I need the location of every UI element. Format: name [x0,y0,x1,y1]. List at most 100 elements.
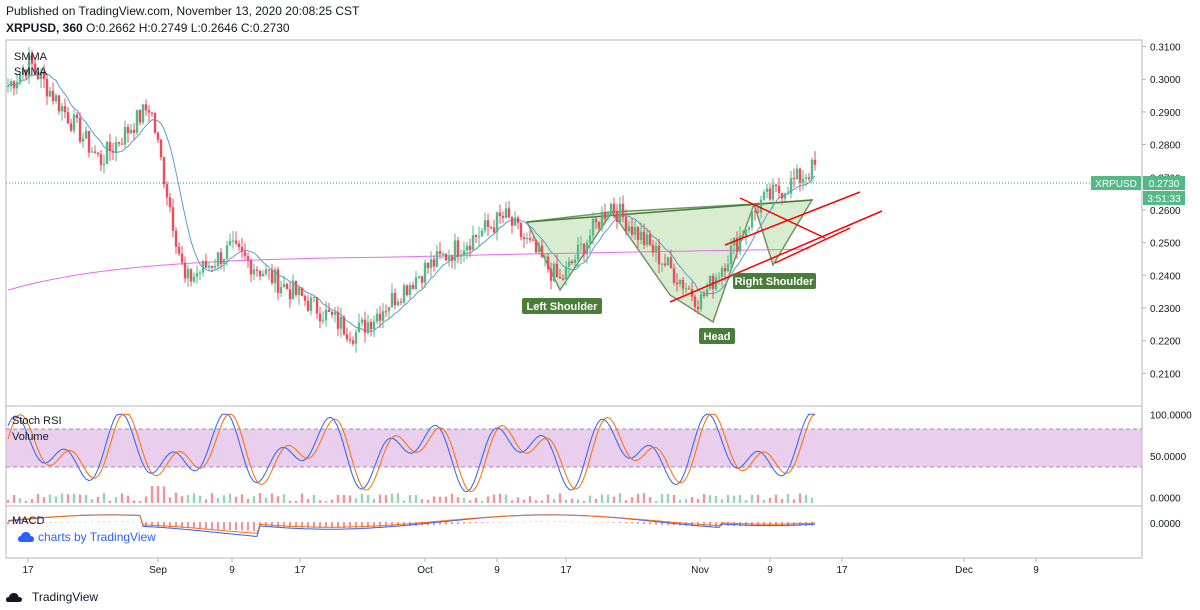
macd-hist-bar [169,522,171,528]
volume-bar [258,493,262,503]
candle-body [420,276,424,283]
candle-body [813,159,817,165]
volume-bar [288,500,292,503]
candle-body [645,234,649,245]
volume-bar [762,499,766,503]
macd-hist-bar [505,522,507,523]
time-axis[interactable]: 17 Sep 9 17 Oct 9 17 Nov 9 17 Dec 9 [22,558,1039,576]
candle-body [171,207,175,231]
volume-bar [402,500,406,503]
volume-bar [192,493,196,503]
candle-body [747,227,751,230]
macd-hist-bar [349,522,351,528]
price-axis[interactable]: 0.31000.30000.29000.28000.27000.26000.25… [1142,43,1192,530]
candle-body [201,261,205,273]
candle-body [138,110,142,123]
macd-label[interactable]: MACD [12,515,44,527]
macd-hist-bar [613,522,615,523]
volume-bar [738,495,742,503]
volume-bar [12,494,16,503]
candle-body [243,251,247,257]
candle-body [558,276,562,279]
candle-body [702,294,706,296]
candle-body [444,253,448,261]
candle-body [471,235,475,251]
macd-hist-bar [535,521,537,523]
candle-body [729,245,733,265]
volume-bar [606,494,610,503]
volume-bar [390,493,394,503]
macd-hist-bar [289,522,291,528]
macd-hist-bar [805,522,807,526]
macd-hist-bar [595,522,597,523]
time-tick-label: 17 [22,565,34,576]
candle-body [186,269,190,279]
candle-body [198,272,202,274]
stoch-label[interactable]: Stoch RSI [12,415,62,427]
candle-body [753,211,757,213]
macd-hist-bar [439,522,441,525]
candle-body [39,71,43,80]
candle-body [132,129,136,133]
candle-body [648,234,652,245]
candle-body [48,90,52,97]
macd-tick-label: 0.0000 [1150,519,1181,530]
time-tick-label: 9 [767,565,773,576]
candle-body [663,263,667,266]
candle-body [669,257,673,269]
macd-hist-bar [307,522,309,528]
macd-hist-bar [229,522,231,531]
right-shoulder-shape [753,199,814,267]
candle-body [24,70,28,77]
candle-body [57,95,61,112]
candle-body [66,112,70,124]
symbol-label[interactable]: XRPUSD, 360 [6,21,83,35]
macd-hist-bar [331,522,333,528]
candle-body [489,226,493,228]
macd-hist-bar [541,521,543,522]
candle-body [165,184,169,198]
candle-body [555,263,559,277]
candle-body [627,226,631,232]
candle-body [318,313,322,322]
candle-body [384,311,388,313]
macd-hist-bar [187,522,189,529]
candle-body [786,193,790,195]
time-tick-label: Nov [691,565,709,576]
volume-bar [222,495,226,503]
macd-hist-bar [295,522,297,528]
volume-bar [126,495,130,503]
candle-body [330,311,334,315]
volume-bar [78,494,82,503]
candle-body [6,85,10,87]
macd-signal-line [7,514,816,534]
volume-bar [168,497,172,503]
price-tick-label: 0.2200 [1150,337,1181,348]
candle-body [51,90,55,102]
watermark[interactable]: charts by TradingView [18,530,156,544]
volume-bar [228,493,232,503]
legend-sma2[interactable]: SMMA [14,66,48,78]
volume-bar [678,499,682,503]
candle-body [714,277,718,290]
volume-bar [516,497,520,503]
legend-sma1[interactable]: SMMA [14,51,48,63]
volume-bar [408,495,412,503]
candle-body [108,142,112,152]
watermark-text: charts by TradingView [38,530,156,544]
symbol-tag-text: XRPUSD [1095,179,1137,190]
trend-lines[interactable] [669,191,883,303]
volume-bar [90,499,94,503]
candle-body [801,178,805,183]
candle-body [84,130,88,139]
candle-body [291,280,295,300]
macd-pane[interactable] [5,505,1143,559]
candle-body [462,250,466,256]
candle-body [528,237,532,240]
candle-body [807,177,811,180]
macd-hist-bar [115,521,117,522]
candle-body [42,71,46,79]
volume-label[interactable]: Volume [12,431,49,443]
right-shoulder-label: Right Shoulder [735,276,815,288]
